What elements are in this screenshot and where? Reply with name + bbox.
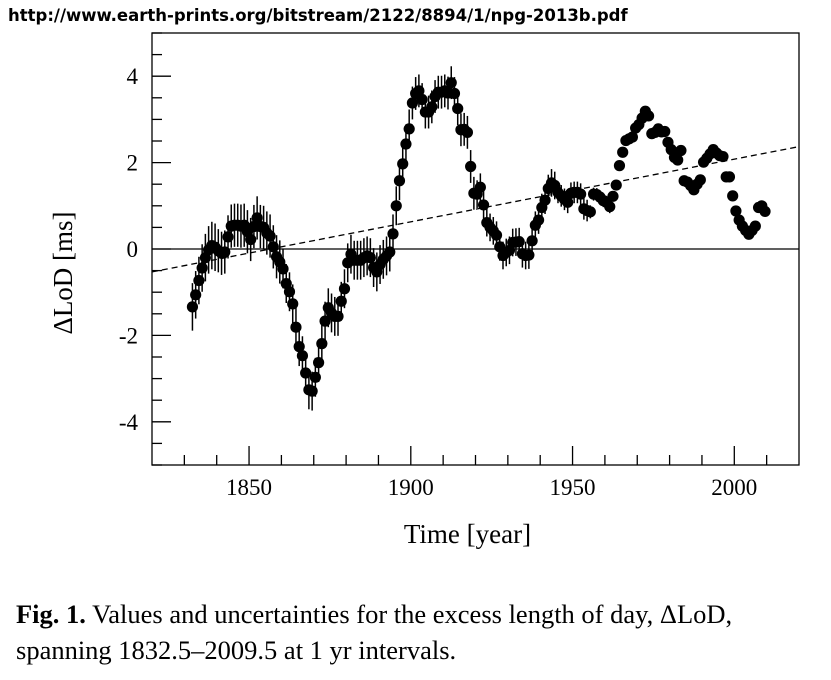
data-point [513,236,525,248]
data-point [613,160,626,172]
y-tick-labels: -4 -2 0 2 4 [119,64,139,435]
data-point [607,190,619,202]
caption-label: Fig. 1. [16,599,86,629]
data-point [403,123,415,135]
caption-text-line2: spanning 1832.5–2009.5 at 1 yr intervals… [16,635,457,665]
data-point [749,220,761,232]
data-point [400,138,412,150]
data-point [659,125,671,138]
data-point [319,315,331,327]
data-point [196,262,208,274]
data-point [306,385,318,397]
data-point [313,357,325,369]
data-point [730,205,742,217]
data-point [406,97,419,109]
plot-frame [151,32,800,466]
data-point [694,174,706,186]
data-point [539,194,551,206]
data-point [617,146,629,158]
data-point [452,103,464,115]
data-point [267,241,279,253]
data-point [393,175,406,187]
data-point [193,274,205,287]
data-point [723,171,736,183]
data-point [316,338,328,350]
y-tick-label: 0 [127,237,139,262]
data-point [445,77,457,89]
data-point [293,341,305,353]
data-point [575,188,587,200]
data-point [397,158,409,170]
data-point [526,235,538,247]
data-point [219,246,231,258]
data-point [610,179,622,191]
data-point [300,367,312,379]
data-point [413,85,425,97]
y-tick-label: 2 [127,151,139,176]
data-points [186,77,771,397]
data-point [332,310,344,322]
data-point [309,371,321,383]
x-tick-label: 1850 [226,475,272,500]
figure-caption: Fig. 1. Values and uncertainties for the… [16,596,831,668]
x-tick-labels: 1850 1900 1950 2000 [226,475,757,500]
data-point [287,298,299,310]
data-point [416,93,428,106]
data-point [390,200,402,212]
data-point [387,228,399,240]
x-axis-ticks [183,446,768,465]
data-point [626,131,638,143]
data-point [384,246,396,258]
data-point [672,154,684,166]
data-point [523,249,535,261]
x-tick-label: 1900 [388,475,434,500]
data-point [474,181,486,193]
x-tick-label: 1950 [550,475,596,500]
data-point [277,263,289,275]
data-point [675,144,687,157]
reference-lines [151,145,800,273]
lod-chart: -4 -2 0 2 4 1850 1900 1950 2000 Time [year] ΔLo… [48,32,800,549]
source-url: http://www.earth-prints.org/bitstream/21… [8,6,628,25]
y-axis-title: ΔLoD [ms] [48,211,78,334]
data-point [296,350,309,362]
data-point [759,205,771,218]
caption-text-line1: Values and uncertainties for the excess … [85,599,733,629]
data-point [642,110,655,122]
data-point [584,206,596,218]
data-point [335,295,347,307]
x-tick-label: 2000 [711,475,757,500]
data-point [186,301,199,313]
y-tick-label: -2 [119,323,138,348]
data-point [532,214,545,226]
data-point [604,201,616,213]
data-point [222,231,234,243]
data-point [264,230,276,242]
data-point [448,87,461,100]
data-point [283,286,296,298]
y-tick-label: 4 [127,64,139,89]
data-point [338,283,351,295]
data-point [717,150,729,163]
x-axis-title: Time [year] [404,519,531,549]
data-point [562,196,574,208]
data-point [290,321,302,333]
data-point [461,126,474,138]
data-point [490,229,503,241]
data-point [364,252,376,264]
data-point [251,212,263,224]
y-tick-label: -4 [119,410,139,435]
data-point [465,160,477,173]
data-point [190,289,202,301]
data-point [245,233,257,246]
data-point [727,190,739,202]
data-point [426,101,438,113]
data-point [477,199,490,211]
